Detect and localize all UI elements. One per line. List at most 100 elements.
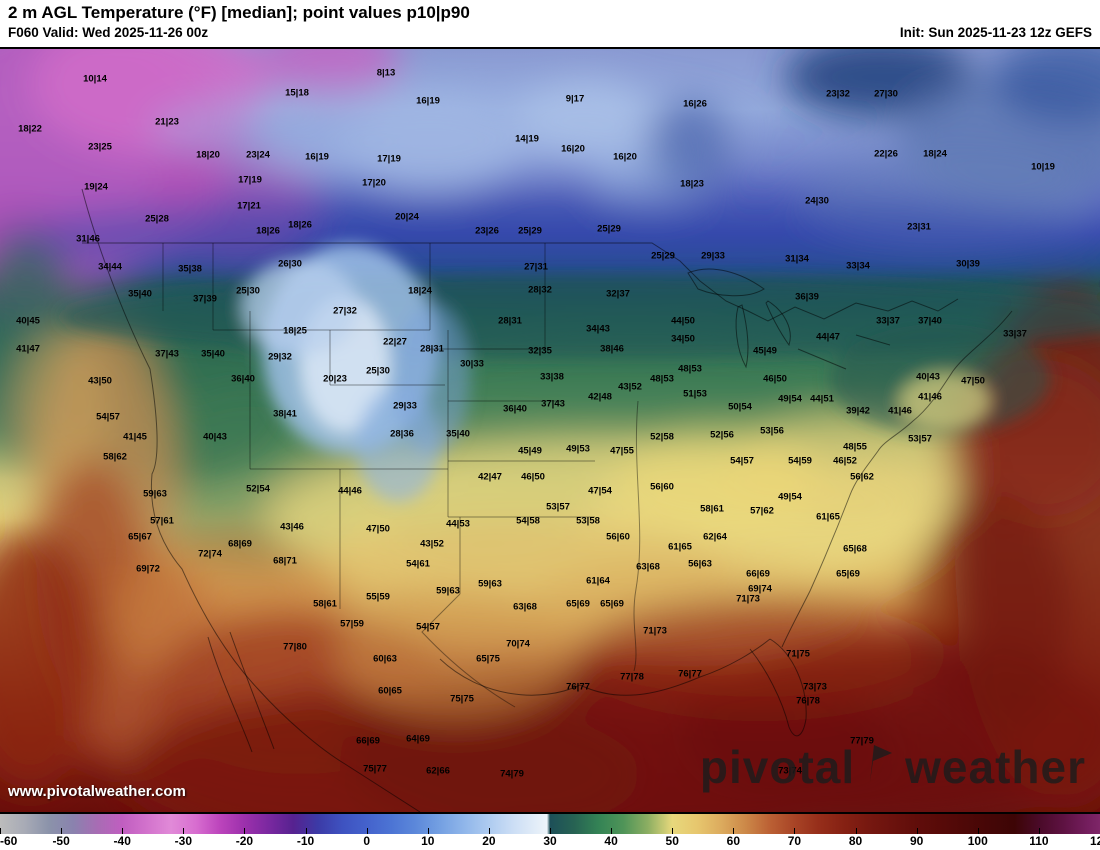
point-value: 63|68: [513, 601, 537, 613]
valid-time-label: F060 Valid: Wed 2025-11-26 00z: [8, 25, 209, 40]
point-value: 42|47: [478, 471, 502, 483]
temperature-field: [0, 49, 1100, 812]
point-value: 77|78: [620, 671, 644, 683]
point-value: 65|75: [476, 653, 500, 665]
point-value: 18|24: [923, 148, 947, 160]
point-value: 28|31: [420, 343, 444, 355]
colorbar-tick-label: -30: [174, 834, 192, 848]
point-value: 40|45: [16, 315, 40, 327]
point-value: 18|20: [196, 149, 220, 161]
point-value: 49|53: [566, 443, 590, 455]
colorbar-tick-mark: [794, 828, 796, 834]
point-value: 76|77: [678, 668, 702, 680]
point-value: 35|40: [201, 348, 225, 360]
point-value: 50|54: [728, 401, 752, 413]
point-value: 76|77: [566, 681, 590, 693]
point-value: 25|28: [145, 213, 169, 225]
point-value: 32|37: [606, 288, 630, 300]
point-value: 73|74: [778, 765, 802, 777]
logo-text-pivotal: pivotal: [699, 740, 856, 793]
point-value: 16|19: [416, 95, 440, 107]
point-value: 34|50: [671, 333, 695, 345]
point-value: 39|42: [846, 405, 870, 417]
point-value: 56|62: [850, 471, 874, 483]
colorbar: -60 -50 -40 -30 -20 -10 0 10 20 30 40 50 60 70 80 90 100…: [0, 812, 1100, 850]
point-value: 44|46: [338, 485, 362, 497]
colorbar-tick-label: -20: [235, 834, 254, 848]
point-value: 54|57: [730, 455, 754, 467]
point-value: 70|74: [506, 638, 530, 650]
point-value: 72|74: [198, 548, 222, 560]
point-value: 38|41: [273, 408, 297, 420]
point-value: 47|50: [961, 375, 985, 387]
subtitle-row: F060 Valid: Wed 2025-11-26 00z Init: Sun…: [8, 24, 1092, 42]
point-value: 74|79: [500, 768, 524, 780]
point-value: 20|23: [323, 373, 347, 385]
point-value: 62|66: [426, 765, 450, 777]
point-value: 49|54: [778, 393, 802, 405]
colorbar-tick-label: 70: [787, 834, 802, 848]
point-value: 33|37: [1003, 328, 1027, 340]
point-value: 65|69: [566, 598, 590, 610]
point-value: 73|73: [803, 681, 827, 693]
point-value: 61|64: [586, 575, 610, 587]
colorbar-tick-mark: [672, 828, 674, 834]
point-value: 23|26: [475, 225, 499, 237]
point-value: 8|13: [376, 67, 396, 79]
point-value: 68|71: [273, 555, 297, 567]
point-value: 75|77: [363, 763, 387, 775]
colorbar-tick-mark: [427, 828, 429, 834]
point-value: 65|68: [843, 543, 867, 555]
point-value: 25|29: [597, 223, 621, 235]
point-value: 33|37: [876, 315, 900, 327]
map-area: 10|14 15|18 8|13 16|19 9|17 16|26 23|32 27|30 18…: [0, 49, 1100, 812]
point-value: 29|33: [701, 250, 725, 262]
point-value: 17|21: [237, 200, 261, 212]
colorbar-tick-mark: [550, 828, 551, 834]
point-value: 52|56: [710, 429, 734, 441]
point-value: 46|50: [521, 471, 545, 483]
logo-text-weather: weather: [905, 740, 1086, 793]
point-value: 44|50: [671, 315, 695, 327]
point-value: 16|19: [305, 151, 329, 163]
point-value: 76|78: [796, 695, 820, 707]
point-value: 36|40: [231, 373, 255, 385]
point-value: 26|30: [278, 258, 302, 270]
point-value: 58|61: [700, 503, 724, 515]
colorbar-tick-mark: [244, 828, 246, 834]
point-value: 63|68: [636, 561, 660, 573]
point-value: 68|69: [228, 538, 252, 550]
colorbar-tick-mark: [1038, 828, 1040, 834]
point-value: 54|59: [788, 455, 812, 467]
point-value: 49|54: [778, 491, 802, 503]
point-value: 65|67: [128, 531, 152, 543]
point-value: 28|31: [498, 315, 522, 327]
point-value: 25|30: [236, 285, 260, 297]
point-value: 25|30: [366, 365, 390, 377]
coastlines: [81, 188, 1013, 812]
colorbar-tick-mark: [977, 828, 979, 834]
point-value: 43|50: [88, 375, 112, 387]
point-value: 69|74: [748, 583, 772, 595]
point-value: 71|73: [736, 593, 760, 605]
point-value: 46|50: [763, 373, 787, 385]
point-value: 17|20: [362, 177, 386, 189]
point-value: 46|52: [833, 455, 857, 467]
colorbar-tick-mark: [0, 828, 1, 834]
point-value: 69|72: [136, 563, 160, 575]
point-value: 16|26: [683, 98, 707, 110]
colorbar-tick-label: 100: [967, 834, 988, 848]
point-value: 47|55: [610, 445, 634, 457]
colorbar-tick-mark: [611, 828, 613, 834]
point-value: 18|24: [408, 285, 432, 297]
colorbar-tick-label: 40: [604, 834, 618, 848]
point-value: 41|47: [16, 343, 40, 355]
watermark-url: www.pivotalweather.com: [8, 783, 186, 800]
point-value: 27|30: [874, 88, 898, 100]
point-value: 18|26: [288, 219, 312, 231]
point-value: 18|23: [680, 178, 704, 190]
point-value: 53|56: [760, 425, 784, 437]
point-value: 18|25: [283, 325, 307, 337]
point-value: 18|26: [256, 225, 280, 237]
